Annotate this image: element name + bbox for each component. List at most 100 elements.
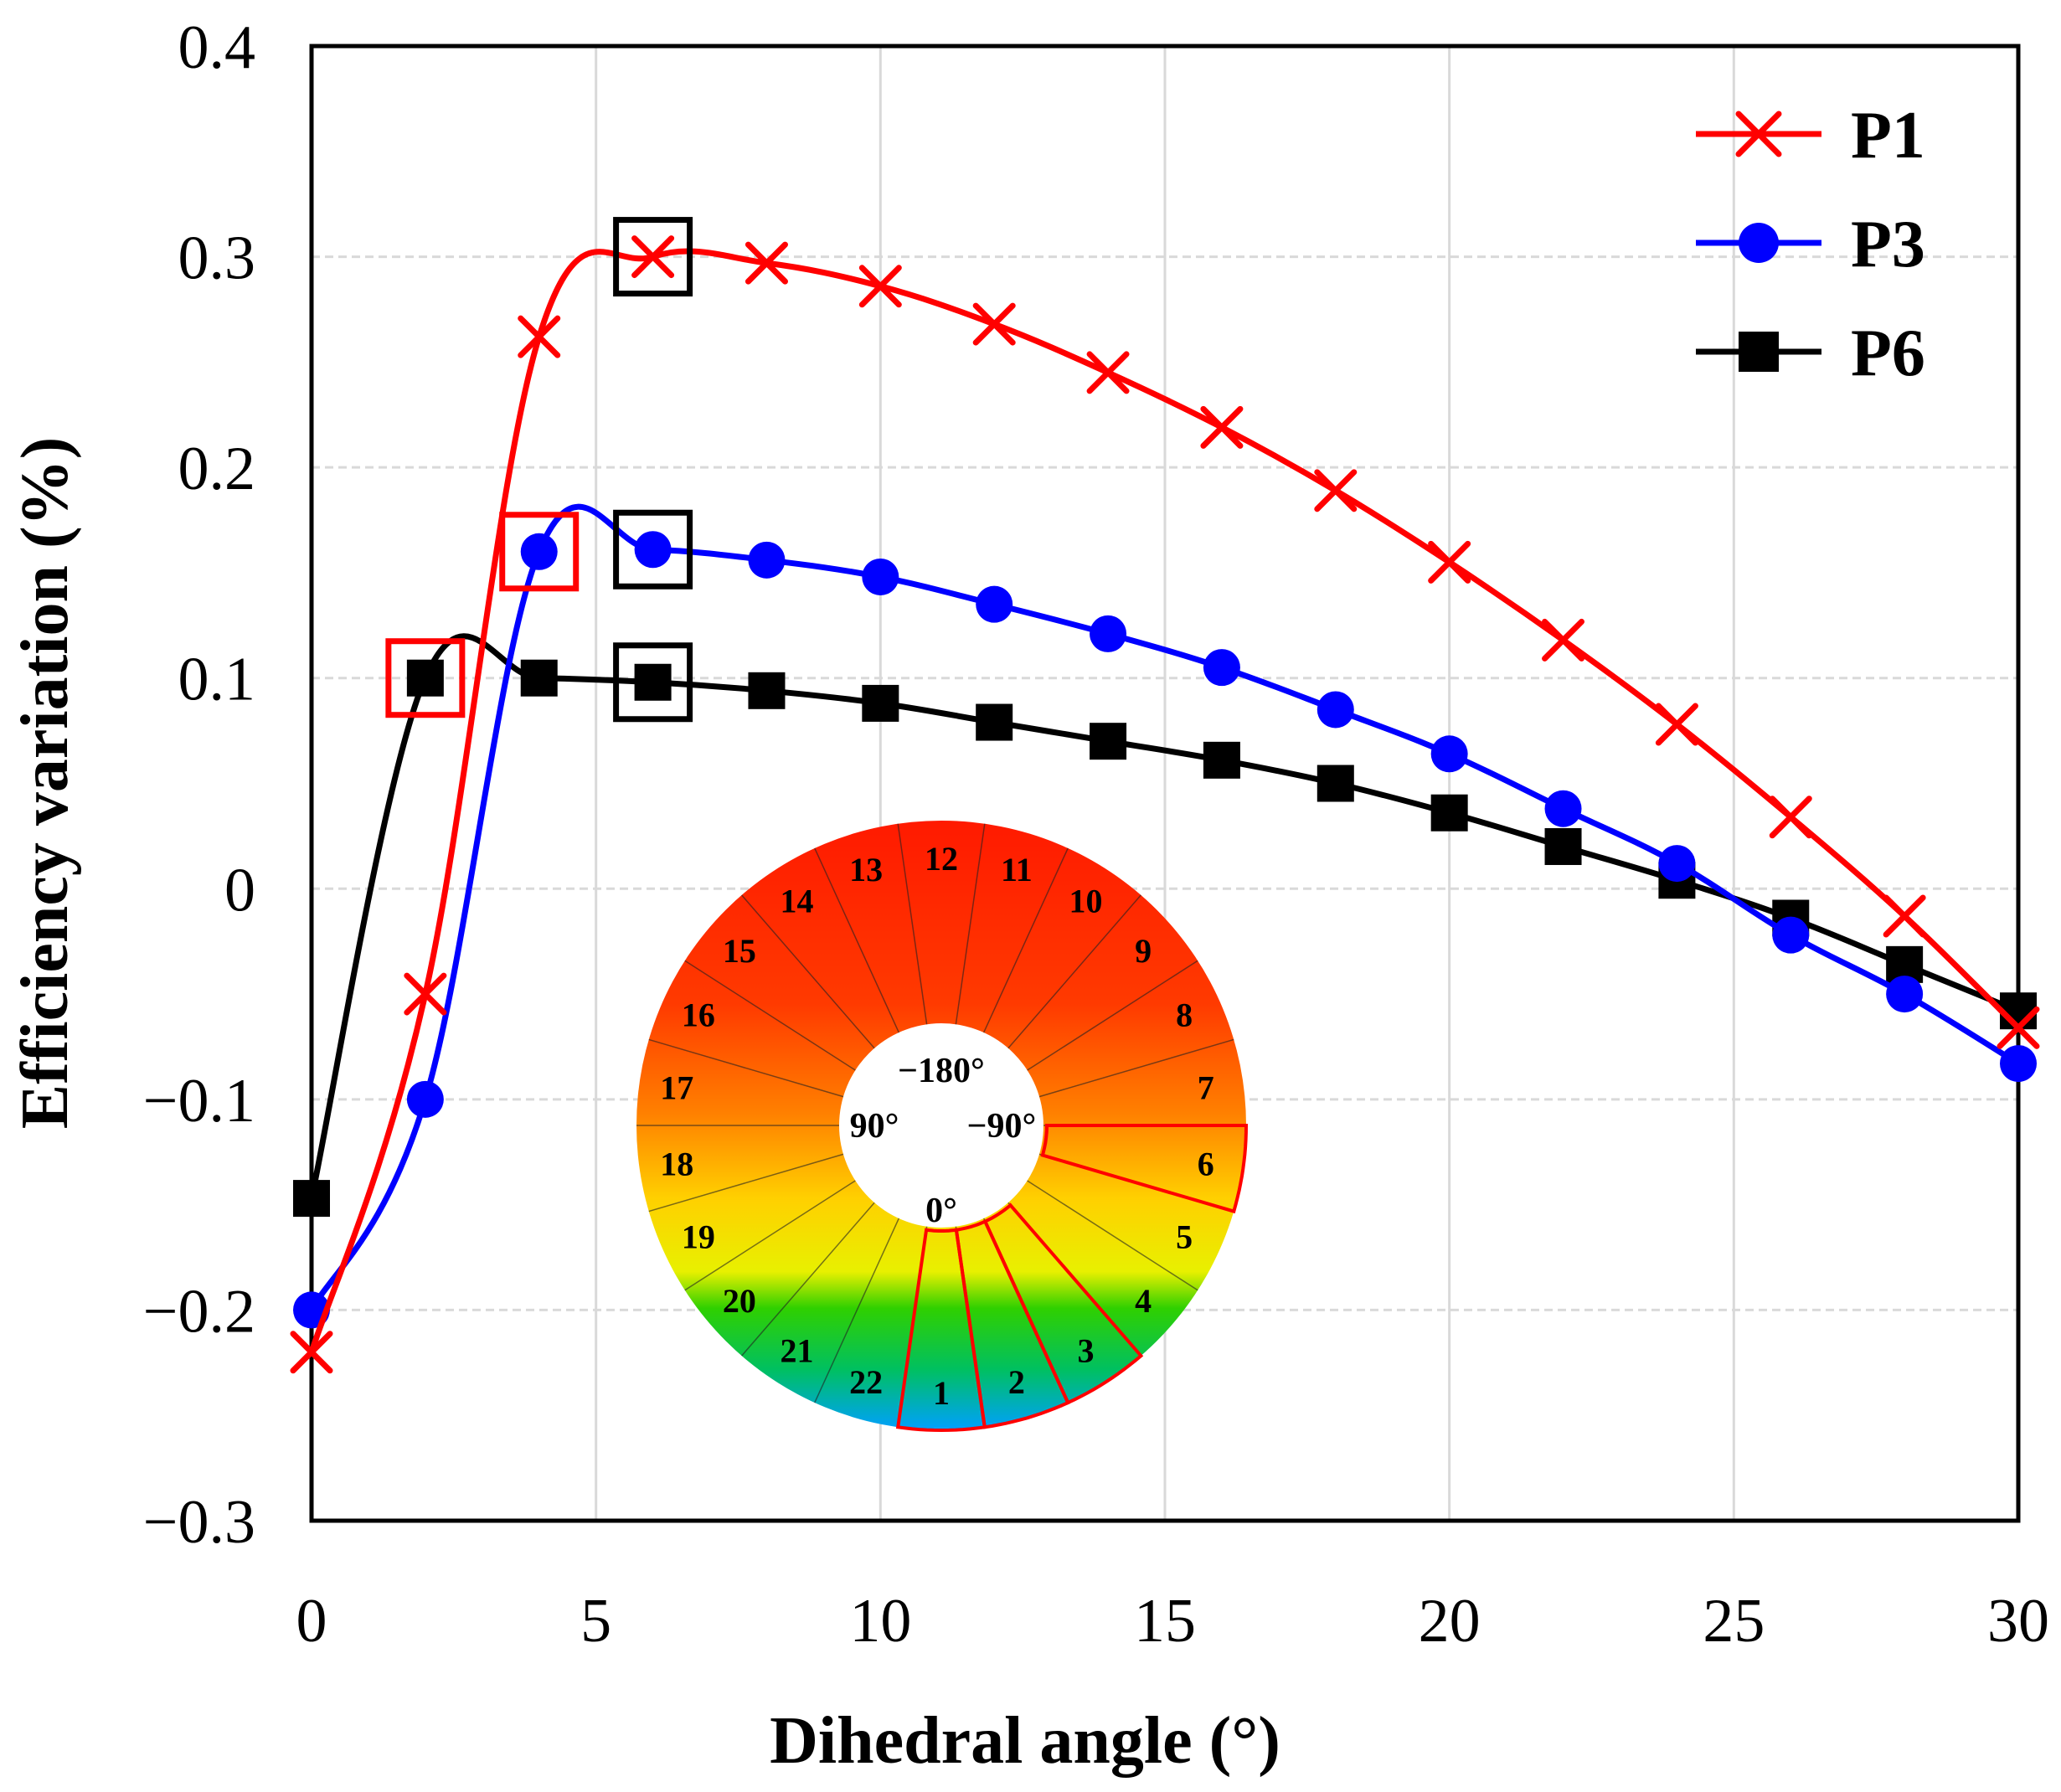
highlighted-segment-6 xyxy=(1040,1124,1249,1214)
segment-label: 3 xyxy=(1077,1331,1094,1369)
data-point-p3 xyxy=(862,558,899,595)
marker-stroke xyxy=(404,972,447,1016)
data-point-p3 xyxy=(1544,790,1582,827)
y-tick-label: −0.1 xyxy=(143,1067,255,1135)
data-point-p3 xyxy=(1886,976,1924,1013)
highlight-boxes xyxy=(385,217,693,723)
series-p6 xyxy=(293,633,2037,1218)
y-axis-title: Efficiency variation (%) xyxy=(8,437,82,1129)
legend-label: P6 xyxy=(1851,317,1925,390)
marker-stroke xyxy=(631,235,675,279)
legend-marker xyxy=(1739,223,1779,263)
inset-hub xyxy=(839,1023,1043,1228)
data-point-p1 xyxy=(1314,469,1358,512)
legend-item-p3: P3 xyxy=(1696,208,1925,281)
x-tick-label: 25 xyxy=(1703,1587,1765,1656)
segment-divider xyxy=(1007,894,1141,1049)
marker-stroke xyxy=(745,241,788,285)
data-point-p6 xyxy=(1090,723,1127,760)
marker-stroke xyxy=(1086,351,1130,394)
y-tick-label: 0.3 xyxy=(178,224,256,293)
marker-stroke xyxy=(518,315,561,358)
x-tick-label: 15 xyxy=(1134,1587,1196,1656)
segment-label: 15 xyxy=(723,932,756,970)
data-point-p3 xyxy=(1203,649,1240,687)
segment-label: 21 xyxy=(781,1331,814,1369)
y-tick-label: −0.3 xyxy=(143,1488,255,1557)
legend-label: P1 xyxy=(1851,99,1925,173)
series-layer xyxy=(290,235,2040,1374)
data-point-p1 xyxy=(404,972,447,1016)
segment-label: 1 xyxy=(933,1374,950,1412)
marker-stroke xyxy=(1428,540,1471,584)
data-point-p6 xyxy=(406,659,444,697)
data-point-p6 xyxy=(293,1180,330,1218)
series-line-p1 xyxy=(308,248,2021,1353)
data-point-p1 xyxy=(1997,1006,2040,1049)
data-point-p1 xyxy=(1428,540,1471,584)
segment-label: 7 xyxy=(1198,1069,1214,1107)
legend: P1 P3 P6 xyxy=(1696,99,1925,390)
data-point-p3 xyxy=(406,1080,444,1118)
highlight-box-p6 xyxy=(613,642,693,723)
segment-divider xyxy=(648,1038,844,1098)
segment-divider xyxy=(1027,960,1198,1071)
segment-divider xyxy=(897,823,928,1025)
data-point-p6 xyxy=(1316,765,1354,802)
segment-label: 10 xyxy=(1069,883,1102,920)
marker-stroke xyxy=(1997,1006,2040,1049)
marker-stroke xyxy=(972,302,1016,346)
data-point-p6 xyxy=(976,703,1013,741)
data-point-p1 xyxy=(290,1331,333,1374)
data-point-p6 xyxy=(520,659,558,697)
highlighted-segment-3 xyxy=(982,1202,1144,1405)
segment-label: 19 xyxy=(682,1218,715,1256)
highlight-box-p1 xyxy=(613,217,693,297)
segment-label: 8 xyxy=(1176,996,1193,1033)
legend-item-p6: P6 xyxy=(1696,317,1925,390)
data-point-p6 xyxy=(862,684,899,722)
marker-stroke xyxy=(290,1331,333,1374)
highlight-box-p3 xyxy=(613,509,693,590)
segment-label: 12 xyxy=(925,840,958,878)
segment-divider xyxy=(684,1180,856,1291)
data-point-p1 xyxy=(745,241,788,285)
x-tick-label: 10 xyxy=(849,1587,911,1656)
inset-segment-map: 1 2345678910111213141516171819202122−180°… xyxy=(636,821,1249,1433)
series-p1 xyxy=(290,235,2040,1374)
series-p3 xyxy=(293,503,2037,1329)
data-point-p1 xyxy=(1200,405,1244,449)
marker-stroke xyxy=(1542,618,1585,662)
data-point-p1 xyxy=(1655,703,1698,746)
x-axis-title: Dihedral angle (°) xyxy=(770,1704,1280,1778)
segment-divider xyxy=(1038,1038,1234,1098)
x-tick-label: 20 xyxy=(1419,1587,1481,1656)
segment-label: 4 xyxy=(1135,1282,1152,1320)
data-point-p3 xyxy=(1658,845,1696,883)
y-tick-label: 0 xyxy=(224,856,255,924)
x-tick-labels: 0 5 10 15 20 25 30 xyxy=(296,1587,2050,1656)
center-angle-label-left: 90° xyxy=(850,1107,899,1146)
data-point-p6 xyxy=(748,672,786,709)
segment-divider xyxy=(814,847,900,1033)
x-tick-label: 5 xyxy=(580,1587,611,1656)
marker-stroke xyxy=(1314,469,1358,512)
data-point-p3 xyxy=(2000,1045,2037,1083)
data-point-p6 xyxy=(634,663,672,701)
legend-item-p1: P1 xyxy=(1696,99,1925,173)
x-tick-label: 0 xyxy=(296,1587,327,1656)
center-angle-label-right: −90° xyxy=(967,1107,1037,1146)
segment-divider xyxy=(1027,1180,1198,1291)
center-angle-label-bottom: 0° xyxy=(925,1192,957,1230)
segment-label: 20 xyxy=(723,1282,756,1320)
data-point-p1 xyxy=(518,315,561,358)
data-point-p1 xyxy=(1086,351,1130,394)
data-point-p3 xyxy=(1430,735,1468,773)
data-point-p3 xyxy=(976,585,1013,623)
segment-label: 11 xyxy=(1001,851,1033,888)
segment-divider xyxy=(741,894,875,1049)
segment-label: 9 xyxy=(1135,932,1152,970)
marker-stroke xyxy=(1735,111,1782,157)
segment-divider xyxy=(684,960,856,1071)
data-point-p3 xyxy=(1316,691,1354,729)
